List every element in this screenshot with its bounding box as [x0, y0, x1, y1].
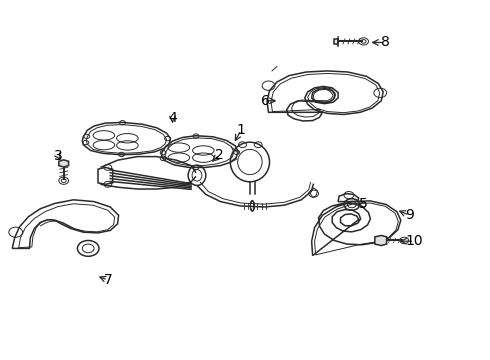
Text: 10: 10 [405, 234, 423, 248]
Text: 5: 5 [359, 198, 368, 211]
Text: 8: 8 [381, 36, 390, 49]
Text: 1: 1 [237, 123, 245, 137]
Text: 6: 6 [261, 94, 270, 108]
Polygon shape [375, 235, 387, 246]
Text: 2: 2 [215, 148, 224, 162]
Polygon shape [59, 160, 69, 167]
Polygon shape [334, 39, 338, 44]
Text: 3: 3 [53, 149, 62, 162]
Text: 7: 7 [103, 273, 112, 287]
Text: 4: 4 [168, 111, 177, 125]
Text: 9: 9 [405, 208, 414, 222]
